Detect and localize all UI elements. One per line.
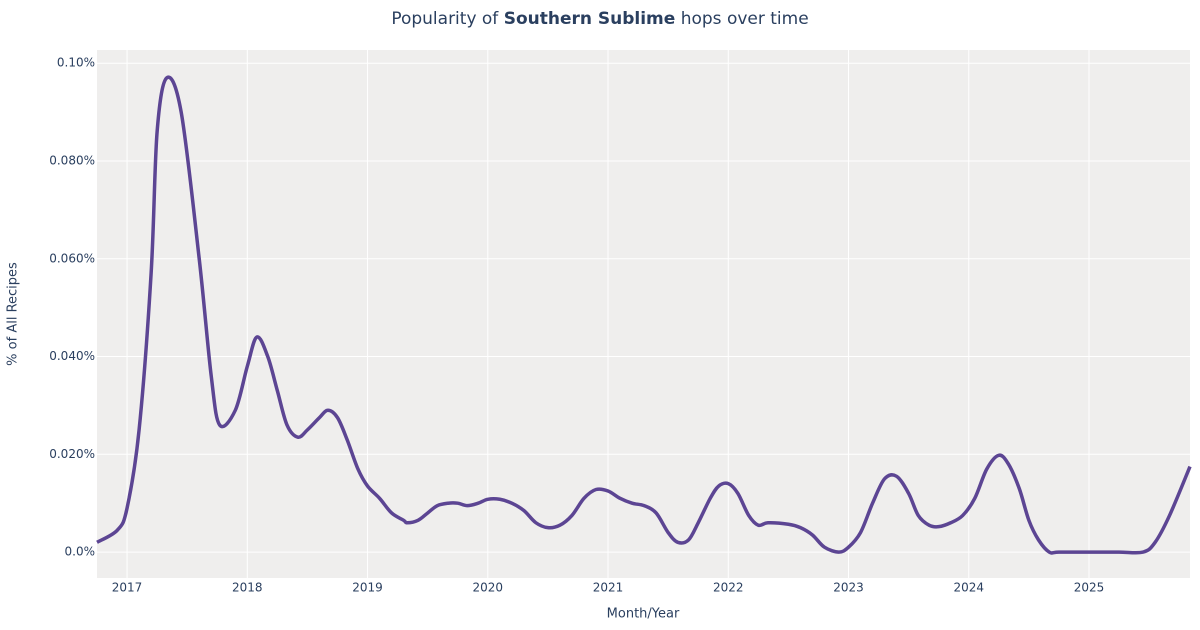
x-tick-label: 2023: [833, 581, 864, 595]
y-tick-label: 0.040%: [49, 349, 95, 363]
y-tick-label: 0.0%: [65, 545, 96, 559]
x-tick-label: 2019: [352, 581, 383, 595]
y-tick-label: 0.020%: [49, 447, 95, 461]
x-axis-title: Month/Year: [607, 607, 680, 622]
chart-title: Popularity of Southern Sublime hops over…: [391, 9, 808, 29]
title-part: hops over time: [675, 9, 808, 29]
x-tick-label: 2020: [473, 581, 504, 595]
y-tick-label: 0.060%: [49, 251, 95, 265]
y-axis-title: % of All Recipes: [6, 262, 21, 366]
title-part: Popularity of: [391, 9, 503, 29]
y-tick-label: 0.080%: [49, 153, 95, 167]
line: [96, 75, 1192, 555]
x-tick-label: 2017: [112, 581, 143, 595]
plot-area: [97, 50, 1190, 578]
grid: [97, 50, 1190, 578]
x-tick-label: 2022: [713, 581, 744, 595]
title-part: Southern Sublime: [504, 9, 676, 29]
y-tick-label: 0.10%: [57, 56, 95, 70]
x-tick-label: 2021: [593, 581, 624, 595]
x-tick-label: 2024: [953, 581, 984, 595]
x-tick-label: 2025: [1074, 581, 1105, 595]
x-tick-label: 2018: [232, 581, 263, 595]
